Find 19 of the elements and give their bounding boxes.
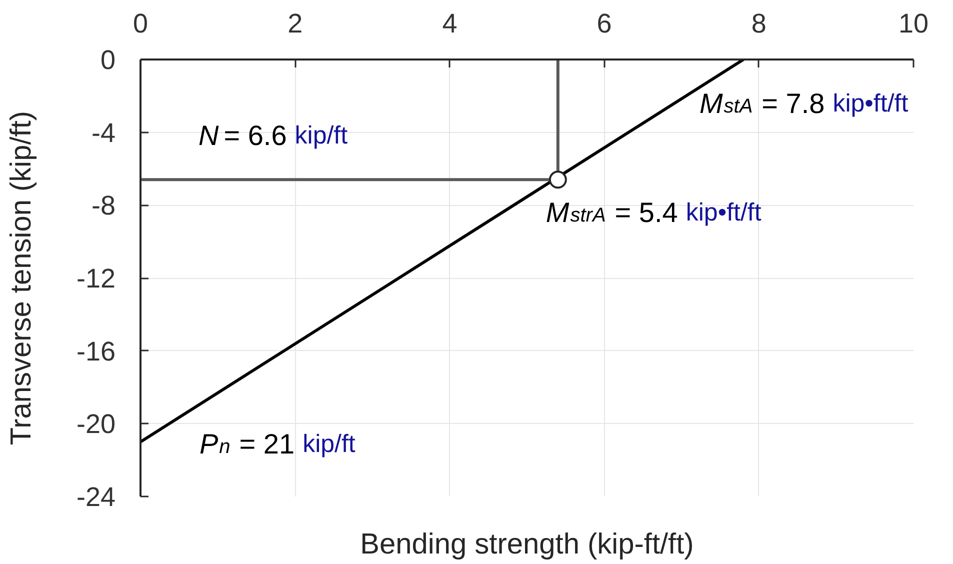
x-tick-label: 0	[132, 8, 148, 38]
y-axis-title: Transverse tension (kip/ft)	[5, 110, 38, 446]
x-tick-label: 10	[898, 8, 929, 38]
annotation: Pn = 21 kip/ft	[200, 428, 356, 460]
y-tick-label: 0	[100, 45, 116, 75]
annotation: N = 6.6 kip/ft	[198, 120, 348, 152]
x-tick-label: 8	[751, 8, 766, 38]
y-tick-label: -4	[91, 118, 116, 148]
y-tick-label: -16	[76, 336, 116, 366]
annotation: MstrA = 5.4 kip•ft/ft	[546, 197, 762, 228]
y-tick-label: -12	[76, 264, 116, 294]
y-tick-label: -24	[76, 482, 116, 512]
x-tick-label: 6	[596, 8, 612, 38]
x-tick-label: 2	[288, 8, 303, 38]
y-tick-label: -20	[76, 409, 116, 440]
x-axis-title: Bending strength (kip-ft/ft)	[360, 528, 694, 560]
y-tick-label: -8	[91, 190, 116, 221]
x-tick-label: 4	[442, 8, 458, 38]
annotation: MstA = 7.8 kip•ft/ft	[699, 88, 908, 119]
